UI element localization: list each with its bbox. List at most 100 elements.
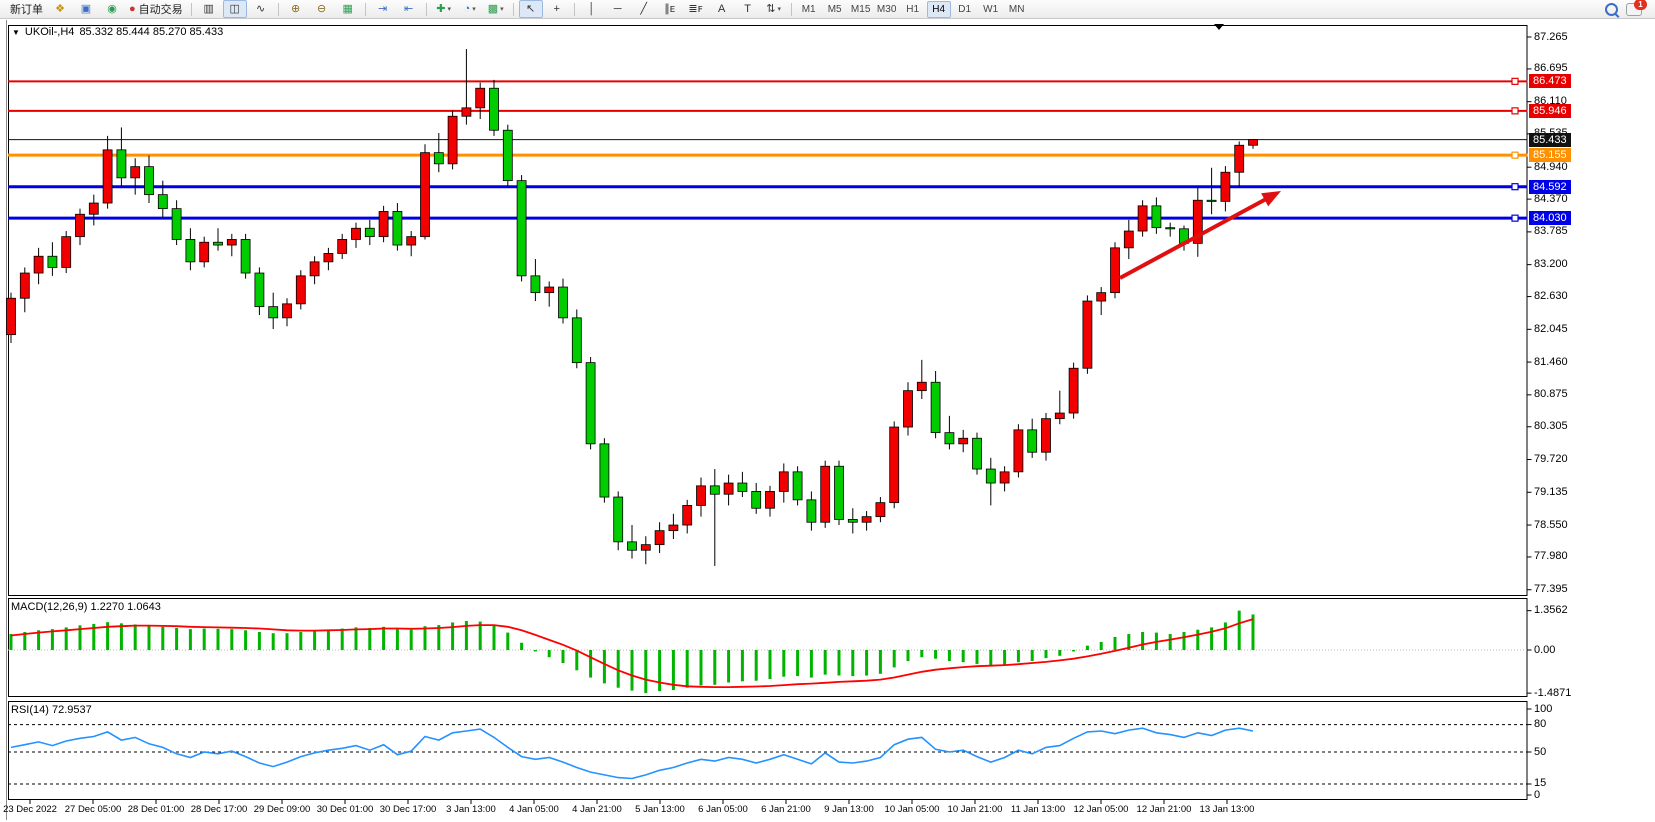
line-chart-button[interactable]: ∿ <box>249 0 273 18</box>
time-tick-label: 4 Jan 21:00 <box>572 804 622 815</box>
price-tick-label: 83.200 <box>1534 258 1568 271</box>
chart-shift-marker-icon[interactable] <box>1214 24 1224 30</box>
line-chart-icon: ∿ <box>256 3 266 15</box>
price-tick-label: 77.395 <box>1534 583 1568 596</box>
rsi-tick-label: 100 <box>1534 702 1553 715</box>
periods-button[interactable]: ◔ ▾ <box>458 0 482 18</box>
level-price-badge: 86.473 <box>1529 74 1571 89</box>
cursor-icon: ↖ <box>526 3 536 15</box>
timeframe-button-m30[interactable]: M30 <box>876 3 897 15</box>
fibonacci-button[interactable]: ≣ꜰ <box>684 0 708 18</box>
timeframe-button-mn[interactable]: MN <box>1008 3 1025 15</box>
notifications-icon[interactable]: 1 <box>1626 0 1647 16</box>
toolbar-group: 新订单 ❖ ▣ ◉ ● 自动交易 <box>3 0 187 18</box>
text-label-button[interactable]: T <box>736 0 760 18</box>
chart-shift-button[interactable]: ⇤ <box>397 0 421 18</box>
price-tick-label: 84.940 <box>1534 160 1568 173</box>
timeframe-button-d1[interactable]: D1 <box>958 3 972 15</box>
navigator-icon-button[interactable]: ◉ <box>100 0 124 18</box>
toolbar-right: 1 <box>1605 0 1652 16</box>
tile-windows-button[interactable]: ▦ <box>336 0 360 18</box>
horizontal-line-button[interactable]: ─ <box>606 0 630 18</box>
crosshair-icon: + <box>553 3 560 15</box>
current-price-badge: 85.433 <box>1529 132 1571 147</box>
rsi-tick-label: 0 <box>1534 788 1541 801</box>
text-icon: A <box>717 3 726 15</box>
timeframe-toolbar: M1 M5 M15 M30 H1 H4 D1 W1 MN <box>796 0 1030 18</box>
toolbar-group: │ ─ ╱ ∥ᴇ ≣ꜰ A T ⇅ ▾ <box>579 0 787 18</box>
zoom-out-button[interactable]: ⊖ <box>310 0 334 18</box>
timeframe-button-h1[interactable]: H1 <box>906 3 920 15</box>
equidistant-channel-icon: ∥ᴇ <box>664 3 676 15</box>
price-tick-label: 80.305 <box>1534 420 1568 433</box>
time-tick-label: 4 Jan 05:00 <box>509 804 559 815</box>
fibonacci-icon: ≣ꜰ <box>688 3 703 15</box>
zoom-in-button[interactable]: ⊕ <box>284 0 308 18</box>
autotrading-button-label: 自动交易 <box>138 4 183 16</box>
timeframe-button-m15[interactable]: M15 <box>850 3 871 15</box>
time-tick-label: 6 Jan 05:00 <box>698 804 748 815</box>
trendline-button[interactable]: ╱ <box>632 0 656 18</box>
time-tick-label: 28 Dec 01:00 <box>127 804 185 815</box>
auto-scroll-icon: ⇥ <box>378 3 388 15</box>
rsi-indicator-label: RSI(14) 72.9537 <box>11 704 92 716</box>
toolbar: 新订单 ❖ ▣ ◉ ● 自动交易 ▥ ◫ ∿ ⊕ ⊖ ▦ ⇥ ⇤ ✚ ▾ ◔ ▾ ▩ ▾ ↖ + │ ─ ╱ ∥ᴇ ≣ꜰ A T ⇅ ▾ M… <box>0 0 1655 19</box>
terminal-icon-icon: ▣ <box>80 3 92 15</box>
history-center-icon-button[interactable]: ❖ <box>48 0 72 18</box>
level-price-badge: 84.592 <box>1529 179 1571 194</box>
text-button[interactable]: A <box>710 0 734 18</box>
timeframe-button-h4[interactable]: H4 <box>926 0 951 18</box>
rsi-tick-label: 80 <box>1534 718 1547 731</box>
toolbar-separator <box>425 2 427 16</box>
time-tick-label: 11 Jan 13:00 <box>1010 804 1066 815</box>
trendline-icon: ╱ <box>640 3 647 15</box>
price-tick-label: 80.875 <box>1534 388 1568 401</box>
timeframe-button-w1[interactable]: W1 <box>983 3 999 15</box>
time-tick-label: 12 Jan 05:00 <box>1073 804 1129 815</box>
candlestick-chart[interactable] <box>0 19 1655 822</box>
new-chart-button[interactable]: ✚ ▾ <box>432 0 456 18</box>
crosshair-button[interactable]: + <box>545 0 569 18</box>
arrows-icon: ⇅ <box>766 3 776 15</box>
toolbar-separator <box>512 2 514 16</box>
price-tick-label: 82.045 <box>1534 322 1568 335</box>
terminal-icon-button[interactable]: ▣ <box>74 0 98 18</box>
toolbar-separator <box>190 2 192 16</box>
time-tick-label: 6 Jan 21:00 <box>761 804 811 815</box>
zoom-out-icon: ⊖ <box>317 3 327 15</box>
toolbar-group: ▥ ◫ ∿ <box>196 0 274 18</box>
price-tick-label: 79.720 <box>1534 453 1568 466</box>
timeframe-button-m1[interactable]: M1 <box>801 3 816 15</box>
bar-chart-button[interactable]: ▥ <box>197 0 221 18</box>
price-tick-label: 87.265 <box>1534 30 1568 43</box>
chevron-down-icon: ▾ <box>500 6 504 13</box>
time-tick-label: 27 Dec 05:00 <box>64 804 122 815</box>
macd-tick-label: 0.00 <box>1534 643 1556 656</box>
chart-dropdown-icon[interactable]: ▼ <box>12 27 20 37</box>
time-tick-label: 3 Jan 13:00 <box>446 804 496 815</box>
templates-button[interactable]: ▩ ▾ <box>484 0 508 18</box>
auto-scroll-button[interactable]: ⇥ <box>371 0 395 18</box>
cursor-button[interactable]: ↖ <box>518 0 543 18</box>
time-tick-label: 30 Dec 01:00 <box>316 804 374 815</box>
autotrading-button[interactable]: ● 自动交易 <box>126 0 186 18</box>
time-tick-label: 23 Dec 2022 <box>3 804 57 815</box>
price-tick-label: 84.370 <box>1534 192 1568 205</box>
timeframe-button-m5[interactable]: M5 <box>827 3 842 15</box>
autotrading-icon: ● <box>129 3 136 15</box>
macd-tick-label: 1.3562 <box>1534 604 1568 617</box>
equidistant-channel-button[interactable]: ∥ᴇ <box>658 0 682 18</box>
new-order-button[interactable]: 新订单 <box>4 0 46 18</box>
price-tick-label: 79.135 <box>1534 485 1568 498</box>
search-icon[interactable] <box>1605 2 1618 16</box>
toolbar-separator <box>790 2 792 16</box>
candlestick-chart-button[interactable]: ◫ <box>222 0 247 18</box>
arrows-button[interactable]: ⇅ ▾ <box>762 0 786 18</box>
chart-symbol-period: UKOil-,H4 <box>24 26 75 38</box>
time-tick-label: 9 Jan 13:00 <box>824 804 874 815</box>
price-tick-label: 82.630 <box>1534 290 1568 303</box>
new-order-button-label: 新订单 <box>10 4 43 16</box>
time-tick-label: 5 Jan 13:00 <box>635 804 685 815</box>
level-price-badge: 84.030 <box>1529 211 1571 226</box>
vertical-line-button[interactable]: │ <box>580 0 604 18</box>
